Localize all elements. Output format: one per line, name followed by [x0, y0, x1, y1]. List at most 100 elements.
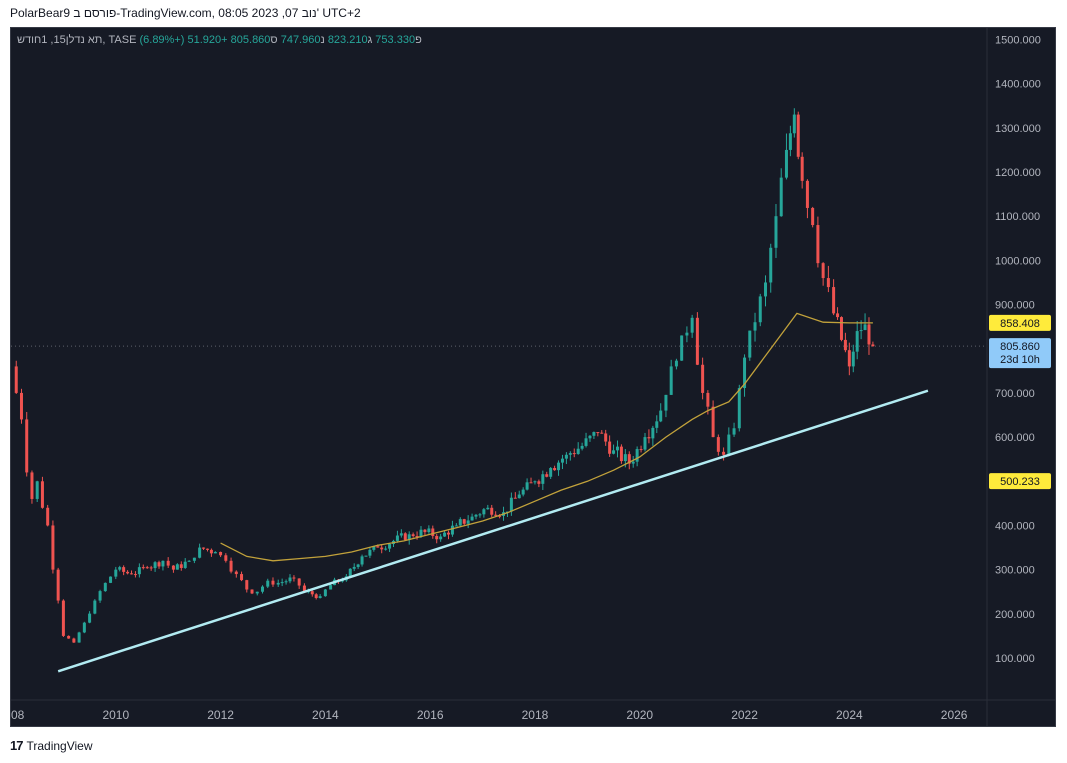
candle-body[interactable]: [639, 449, 643, 451]
moving-average-line[interactable]: [220, 312, 873, 562]
candle-body[interactable]: [40, 481, 44, 508]
candle-body[interactable]: [435, 535, 439, 540]
candle-body[interactable]: [509, 497, 513, 512]
candle-body[interactable]: [407, 534, 411, 540]
candle-body[interactable]: [250, 589, 254, 594]
candle-body[interactable]: [88, 613, 92, 623]
candle-body[interactable]: [329, 585, 333, 590]
candle-body[interactable]: [234, 571, 238, 575]
candle-body[interactable]: [340, 580, 344, 582]
candle-body[interactable]: [14, 366, 18, 393]
candle-body[interactable]: [149, 567, 153, 569]
candle-body[interactable]: [388, 544, 392, 549]
candle-body[interactable]: [832, 287, 836, 314]
candle-body[interactable]: [157, 562, 161, 567]
candle-body[interactable]: [141, 567, 145, 569]
candle-body[interactable]: [205, 548, 209, 550]
candle-body[interactable]: [871, 344, 875, 347]
candle-body[interactable]: [171, 565, 175, 570]
candle-body[interactable]: [323, 589, 327, 597]
candle-body[interactable]: [443, 532, 447, 537]
candle-body[interactable]: [651, 427, 655, 439]
candle-body[interactable]: [137, 567, 141, 575]
candle-body[interactable]: [352, 566, 356, 569]
candle-body[interactable]: [521, 489, 525, 495]
candle-body[interactable]: [706, 392, 710, 407]
candle-body[interactable]: [695, 317, 699, 365]
candle-body[interactable]: [549, 468, 553, 477]
candle-body[interactable]: [525, 482, 529, 490]
candle-body[interactable]: [517, 494, 521, 499]
candle-body[interactable]: [297, 578, 301, 586]
candle-body[interactable]: [284, 581, 288, 583]
candle-body[interactable]: [261, 586, 264, 592]
candle-body[interactable]: [769, 247, 773, 283]
candle-body[interactable]: [560, 458, 564, 463]
candle-body[interactable]: [796, 114, 800, 157]
candle-body[interactable]: [411, 534, 415, 536]
candle-body[interactable]: [318, 596, 322, 599]
candle-body[interactable]: [711, 406, 715, 438]
candle-body[interactable]: [836, 313, 840, 318]
candle-body[interactable]: [592, 432, 596, 436]
candle-body[interactable]: [482, 509, 486, 515]
candle-body[interactable]: [584, 438, 588, 446]
candle-body[interactable]: [46, 507, 50, 526]
candle-body[interactable]: [118, 567, 122, 570]
candle-body[interactable]: [758, 296, 762, 323]
tradingview-logo[interactable]: 17 TradingView: [10, 738, 93, 753]
candle-body[interactable]: [839, 317, 843, 340]
candle-body[interactable]: [843, 339, 847, 351]
candle-body[interactable]: [93, 600, 97, 614]
candle-body[interactable]: [655, 421, 659, 428]
candle-body[interactable]: [415, 535, 419, 537]
candle-body[interactable]: [847, 350, 851, 367]
candle-body[interactable]: [716, 437, 720, 452]
candle-body[interactable]: [779, 177, 783, 217]
candle-body[interactable]: [35, 481, 39, 499]
candle-body[interactable]: [19, 392, 23, 420]
candle-body[interactable]: [486, 507, 490, 510]
candle-body[interactable]: [77, 632, 81, 643]
candle-body[interactable]: [722, 451, 726, 455]
candle-body[interactable]: [240, 574, 244, 581]
candle-body[interactable]: [669, 366, 673, 395]
candle-body[interactable]: [183, 561, 187, 568]
candle-body[interactable]: [753, 322, 757, 331]
candle-body[interactable]: [126, 571, 130, 574]
candle-body[interactable]: [855, 331, 859, 352]
candle-body[interactable]: [792, 114, 796, 134]
candle-body[interactable]: [588, 435, 592, 439]
candle-body[interactable]: [372, 546, 376, 550]
candle-body[interactable]: [103, 582, 107, 592]
candle-body[interactable]: [470, 516, 474, 521]
candle-body[interactable]: [784, 149, 788, 178]
candle-body[interactable]: [867, 324, 871, 345]
candle-body[interactable]: [859, 330, 863, 332]
candle-body[interactable]: [608, 441, 612, 454]
candle-body[interactable]: [202, 547, 206, 549]
candle-body[interactable]: [403, 533, 407, 540]
candle-body[interactable]: [255, 591, 259, 594]
candle-body[interactable]: [576, 448, 580, 454]
candle-body[interactable]: [458, 519, 462, 526]
candle-body[interactable]: [600, 432, 604, 434]
candle-body[interactable]: [368, 549, 372, 556]
candle-body[interactable]: [98, 591, 102, 601]
candle-body[interactable]: [564, 454, 568, 459]
candle-body[interactable]: [623, 454, 627, 462]
candle-body[interactable]: [30, 472, 34, 499]
candle-body[interactable]: [219, 551, 223, 556]
candle-body[interactable]: [604, 433, 608, 442]
candle-body[interactable]: [276, 582, 280, 585]
candle-body[interactable]: [851, 351, 855, 367]
candle-body[interactable]: [490, 507, 494, 515]
candle-body[interactable]: [380, 547, 384, 550]
candle-body[interactable]: [659, 410, 663, 422]
candle-body[interactable]: [615, 446, 619, 451]
candle-body[interactable]: [61, 600, 65, 636]
candle-body[interactable]: [788, 133, 792, 150]
candle-body[interactable]: [360, 556, 364, 565]
candle-body[interactable]: [213, 551, 217, 554]
candle-body[interactable]: [631, 461, 635, 464]
